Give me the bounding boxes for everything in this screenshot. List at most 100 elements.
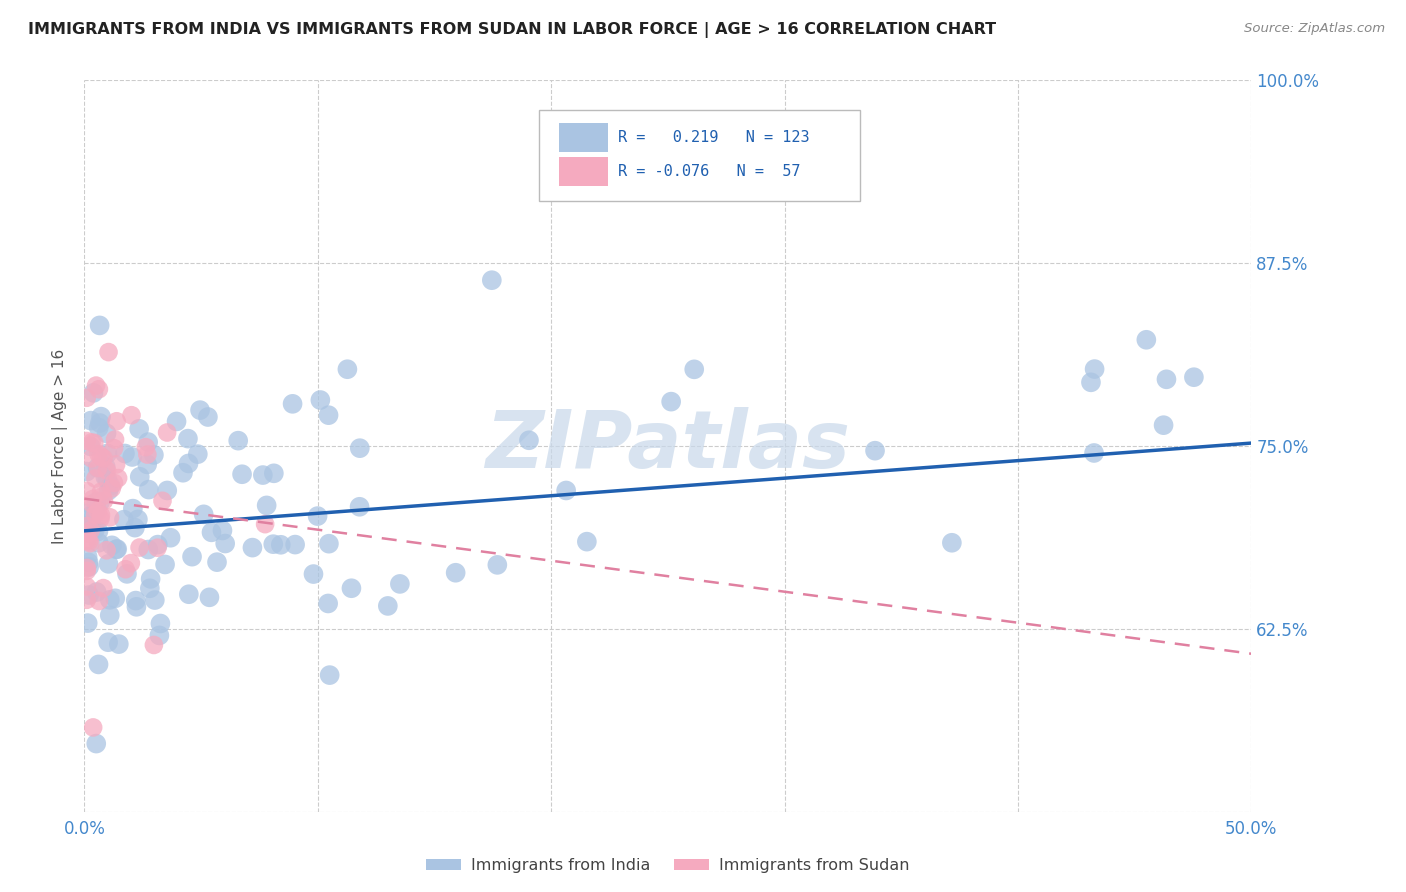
Point: [153, 558, 176, 572]
Point: [136, 435, 159, 450]
Point: [142, 448, 165, 462]
Point: [94, 459, 117, 474]
Point: [256, 499, 278, 513]
Point: [76, 616, 98, 631]
Point: [172, 466, 194, 480]
Point: [87, 461, 110, 475]
Point: [94, 470, 117, 484]
Point: [125, 593, 148, 607]
Point: [76, 507, 98, 521]
Point: [83, 436, 105, 450]
Point: [97, 557, 120, 571]
Point: [316, 597, 339, 611]
Text: R =   0.219   N = 123: R = 0.219 N = 123: [617, 130, 810, 145]
Point: [200, 525, 222, 540]
Point: [105, 458, 128, 472]
Bar: [560, 157, 609, 186]
Point: [115, 566, 138, 581]
Point: [128, 541, 150, 555]
Point: [103, 441, 125, 455]
Point: [80, 435, 103, 450]
Point: [104, 591, 127, 606]
Point: [90, 409, 112, 424]
Text: ZIPatlas: ZIPatlas: [485, 407, 851, 485]
Point: [96, 446, 118, 460]
Point: [80, 414, 103, 428]
Point: [198, 591, 221, 605]
Point: [76, 592, 98, 607]
Point: [270, 538, 292, 552]
Point: [177, 587, 200, 601]
Point: [242, 541, 264, 555]
Point: [77, 588, 100, 602]
Point: [148, 628, 170, 642]
Point: [863, 443, 886, 458]
Point: [82, 721, 104, 735]
Point: [101, 481, 124, 495]
Point: [555, 483, 578, 498]
Bar: [560, 123, 609, 152]
Point: [93, 451, 115, 466]
Point: [82, 385, 104, 400]
Text: Source: ZipAtlas.com: Source: ZipAtlas.com: [1244, 22, 1385, 36]
Point: [177, 432, 200, 446]
Point: [156, 425, 179, 440]
Point: [76, 561, 98, 575]
Point: [76, 519, 98, 533]
Point: [166, 414, 188, 428]
Point: [136, 542, 159, 557]
Point: [318, 668, 340, 682]
Point: [307, 509, 329, 524]
Point: [1182, 370, 1205, 384]
Point: [214, 536, 236, 550]
Point: [1153, 418, 1175, 433]
Point: [89, 495, 111, 509]
Point: [80, 451, 103, 466]
Point: [205, 555, 228, 569]
Point: [1084, 362, 1107, 376]
Point: [91, 581, 114, 595]
Point: [121, 408, 143, 422]
Point: [188, 403, 211, 417]
Point: [107, 471, 129, 485]
Point: [156, 483, 179, 498]
Point: [76, 533, 98, 548]
Point: [84, 737, 107, 751]
Point: [149, 616, 172, 631]
Point: [84, 508, 107, 522]
Point: [98, 510, 121, 524]
Point: [87, 504, 110, 518]
Point: [226, 434, 249, 448]
Point: [96, 426, 118, 441]
Point: [101, 538, 124, 552]
Point: [79, 509, 101, 524]
Point: [1135, 333, 1157, 347]
Point: [1080, 376, 1102, 390]
Point: [284, 538, 307, 552]
Point: [79, 536, 101, 550]
Point: [98, 592, 121, 607]
Point: [122, 501, 145, 516]
Point: [90, 508, 112, 522]
Point: [146, 538, 169, 552]
Point: [444, 566, 467, 580]
Y-axis label: In Labor Force | Age > 16: In Labor Force | Age > 16: [52, 349, 69, 543]
Point: [139, 582, 162, 596]
Point: [84, 505, 107, 519]
Point: [193, 508, 215, 522]
Point: [76, 580, 98, 594]
Legend: Immigrants from India, Immigrants from Sudan: Immigrants from India, Immigrants from S…: [420, 852, 915, 880]
Point: [90, 484, 112, 499]
Point: [181, 549, 204, 564]
Point: [87, 535, 110, 549]
Point: [76, 564, 98, 578]
Point: [231, 467, 253, 482]
Point: [125, 599, 148, 614]
Point: [517, 434, 540, 448]
Point: [77, 534, 100, 549]
Point: [309, 392, 332, 407]
Point: [87, 524, 110, 539]
Point: [114, 446, 136, 460]
Point: [97, 635, 120, 649]
Point: [76, 391, 98, 405]
